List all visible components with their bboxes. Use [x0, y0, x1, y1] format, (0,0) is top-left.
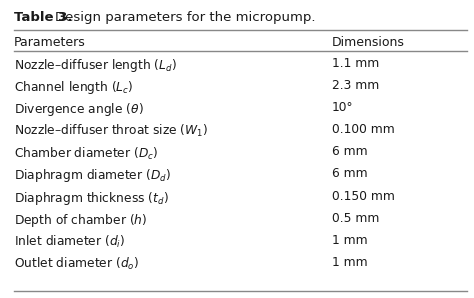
Text: Nozzle–diffuser length ($L_d$): Nozzle–diffuser length ($L_d$) — [14, 57, 177, 74]
Text: 1.1 mm: 1.1 mm — [332, 57, 379, 70]
Text: 0.5 mm: 0.5 mm — [332, 212, 379, 225]
Text: 1 mm: 1 mm — [332, 234, 367, 247]
Text: 1 mm: 1 mm — [332, 256, 367, 269]
Text: 6 mm: 6 mm — [332, 167, 367, 181]
Text: 0.100 mm: 0.100 mm — [332, 123, 394, 136]
Text: Divergence angle ($\theta$): Divergence angle ($\theta$) — [14, 101, 144, 118]
Text: Parameters: Parameters — [14, 36, 86, 49]
Text: Outlet diameter ($d_o$): Outlet diameter ($d_o$) — [14, 256, 139, 272]
Text: Diaphragm diameter ($D_d$): Diaphragm diameter ($D_d$) — [14, 167, 171, 184]
Text: 6 mm: 6 mm — [332, 145, 367, 159]
Text: Design parameters for the micropump.: Design parameters for the micropump. — [55, 11, 315, 24]
Text: Inlet diameter ($d_i$): Inlet diameter ($d_i$) — [14, 234, 126, 250]
Text: Diaphragm thickness ($t_d$): Diaphragm thickness ($t_d$) — [14, 190, 169, 207]
Text: 10°: 10° — [332, 101, 353, 114]
Text: Depth of chamber ($h$): Depth of chamber ($h$) — [14, 212, 147, 229]
Text: 0.150 mm: 0.150 mm — [332, 190, 395, 203]
Text: Dimensions: Dimensions — [332, 36, 405, 49]
Text: 2.3 mm: 2.3 mm — [332, 79, 379, 92]
Text: Chamber diameter ($D_c$): Chamber diameter ($D_c$) — [14, 145, 159, 162]
Text: Channel length ($L_c$): Channel length ($L_c$) — [14, 79, 134, 96]
Text: Table 3.: Table 3. — [14, 11, 82, 24]
Text: Nozzle–diffuser throat size ($W_1$): Nozzle–diffuser throat size ($W_1$) — [14, 123, 209, 139]
